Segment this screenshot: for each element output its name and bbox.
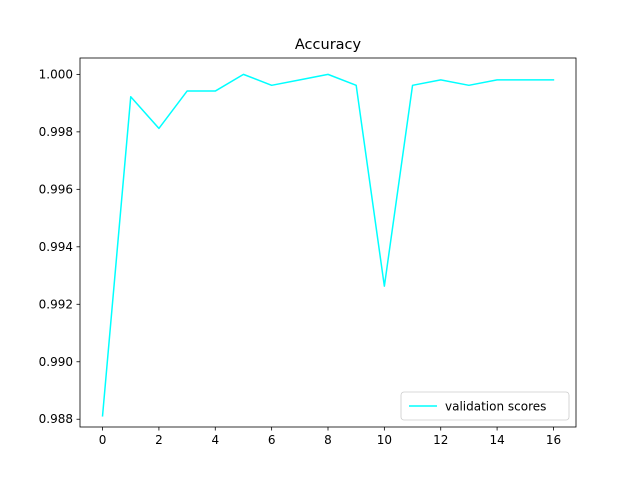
x-tick-label: 0 bbox=[99, 433, 107, 447]
y-tick-label: 0.998 bbox=[39, 125, 73, 139]
x-tick-label: 10 bbox=[377, 433, 392, 447]
y-tick-label: 0.988 bbox=[39, 412, 73, 426]
y-tick-label: 1.000 bbox=[39, 67, 73, 81]
x-tick-label: 8 bbox=[324, 433, 332, 447]
y-tick-label: 0.992 bbox=[39, 297, 73, 311]
x-tick-label: 14 bbox=[489, 433, 504, 447]
x-tick-label: 12 bbox=[433, 433, 448, 447]
legend: validation scores bbox=[401, 392, 569, 420]
chart-title: Accuracy bbox=[295, 37, 362, 53]
legend-label: validation scores bbox=[445, 400, 546, 414]
x-tick-label: 4 bbox=[211, 433, 219, 447]
y-tick-label: 0.994 bbox=[39, 240, 73, 254]
x-tick-label: 16 bbox=[546, 433, 561, 447]
x-tick-label: 2 bbox=[155, 433, 163, 447]
y-tick-label: 0.990 bbox=[39, 355, 73, 369]
x-tick-label: 6 bbox=[268, 433, 276, 447]
y-tick-label: 0.996 bbox=[39, 182, 73, 196]
